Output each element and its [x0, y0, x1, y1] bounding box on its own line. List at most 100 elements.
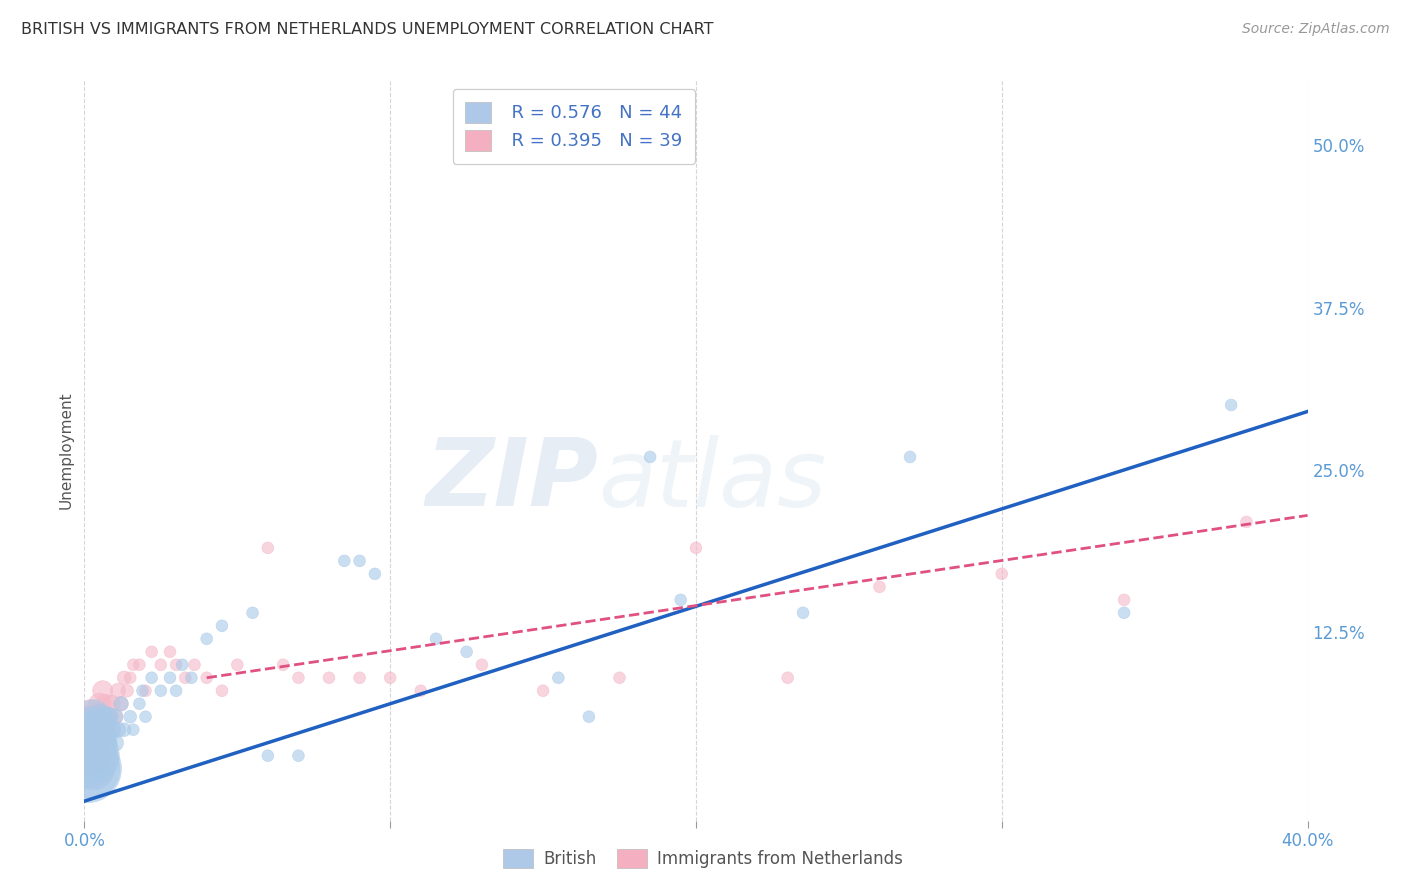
Point [141, 645, 163, 659]
Point [76, 762, 98, 776]
Text: Source: ZipAtlas.com: Source: ZipAtlas.com [1241, 22, 1389, 37]
Point [120, 671, 142, 685]
Point [94, 723, 117, 737]
Point [79, 723, 101, 737]
Point [471, 657, 494, 672]
Point [195, 671, 218, 685]
Point [104, 710, 127, 724]
Point [97, 723, 120, 737]
Point [86, 736, 108, 750]
Point [172, 657, 194, 672]
Point [104, 736, 127, 750]
Point [135, 683, 157, 698]
Point [112, 723, 135, 737]
Point [349, 554, 371, 568]
Point [76, 748, 98, 763]
Point [83, 723, 105, 737]
Point [869, 580, 891, 594]
Legend: British, Immigrants from Netherlands: British, Immigrants from Netherlands [496, 842, 910, 875]
Point [94, 710, 117, 724]
Point [991, 566, 1014, 581]
Point [1114, 606, 1136, 620]
Text: ZIP: ZIP [425, 434, 598, 526]
Point [101, 697, 124, 711]
Point [159, 671, 181, 685]
Point [89, 710, 111, 724]
Point [409, 683, 432, 698]
Point [83, 748, 105, 763]
Point [91, 723, 114, 737]
Point [638, 450, 661, 464]
Text: atlas: atlas [598, 434, 827, 525]
Point [135, 710, 157, 724]
Point [110, 697, 132, 711]
Point [79, 762, 101, 776]
Point [211, 619, 233, 633]
Point [104, 710, 127, 724]
Point [89, 697, 111, 711]
Point [122, 723, 145, 737]
Point [83, 762, 105, 776]
Text: BRITISH VS IMMIGRANTS FROM NETHERLANDS UNEMPLOYMENT CORRELATION CHART: BRITISH VS IMMIGRANTS FROM NETHERLANDS U… [21, 22, 714, 37]
Point [287, 748, 309, 763]
Point [97, 710, 120, 724]
Point [79, 748, 101, 763]
Point [685, 541, 707, 555]
Point [128, 697, 150, 711]
Point [131, 683, 153, 698]
Point [83, 710, 105, 724]
Point [83, 710, 105, 724]
Point [364, 566, 387, 581]
Point [609, 671, 631, 685]
Point [79, 748, 101, 763]
Point [101, 723, 124, 737]
Point [318, 671, 340, 685]
Point [83, 748, 105, 763]
Point [76, 736, 98, 750]
Point [195, 632, 218, 646]
Point [1236, 515, 1258, 529]
Point [86, 710, 108, 724]
Point [669, 592, 692, 607]
Point [159, 645, 181, 659]
Point [380, 671, 402, 685]
Point [165, 657, 187, 672]
Point [86, 723, 108, 737]
Point [89, 736, 111, 750]
Point [1220, 398, 1243, 412]
Point [287, 671, 309, 685]
Y-axis label: Unemployment: Unemployment [58, 392, 73, 509]
Point [1114, 592, 1136, 607]
Point [898, 450, 921, 464]
Point [86, 736, 108, 750]
Point [94, 736, 117, 750]
Point [776, 671, 799, 685]
Point [257, 748, 280, 763]
Point [547, 671, 569, 685]
Point [180, 671, 202, 685]
Point [91, 723, 114, 737]
Point [242, 606, 264, 620]
Point [91, 736, 114, 750]
Point [271, 657, 294, 672]
Point [578, 710, 600, 724]
Point [128, 657, 150, 672]
Point [79, 710, 101, 724]
Point [76, 736, 98, 750]
Legend:   R = 0.576   N = 44,   R = 0.395   N = 39: R = 0.576 N = 44, R = 0.395 N = 39 [453, 89, 695, 163]
Point [83, 723, 105, 737]
Point [89, 736, 111, 750]
Point [149, 657, 172, 672]
Point [333, 554, 356, 568]
Point [86, 748, 108, 763]
Point [456, 645, 478, 659]
Point [183, 657, 205, 672]
Point [149, 683, 172, 698]
Point [94, 697, 117, 711]
Point [141, 671, 163, 685]
Point [257, 541, 280, 555]
Point [79, 736, 101, 750]
Point [110, 697, 132, 711]
Point [792, 606, 814, 620]
Point [531, 683, 554, 698]
